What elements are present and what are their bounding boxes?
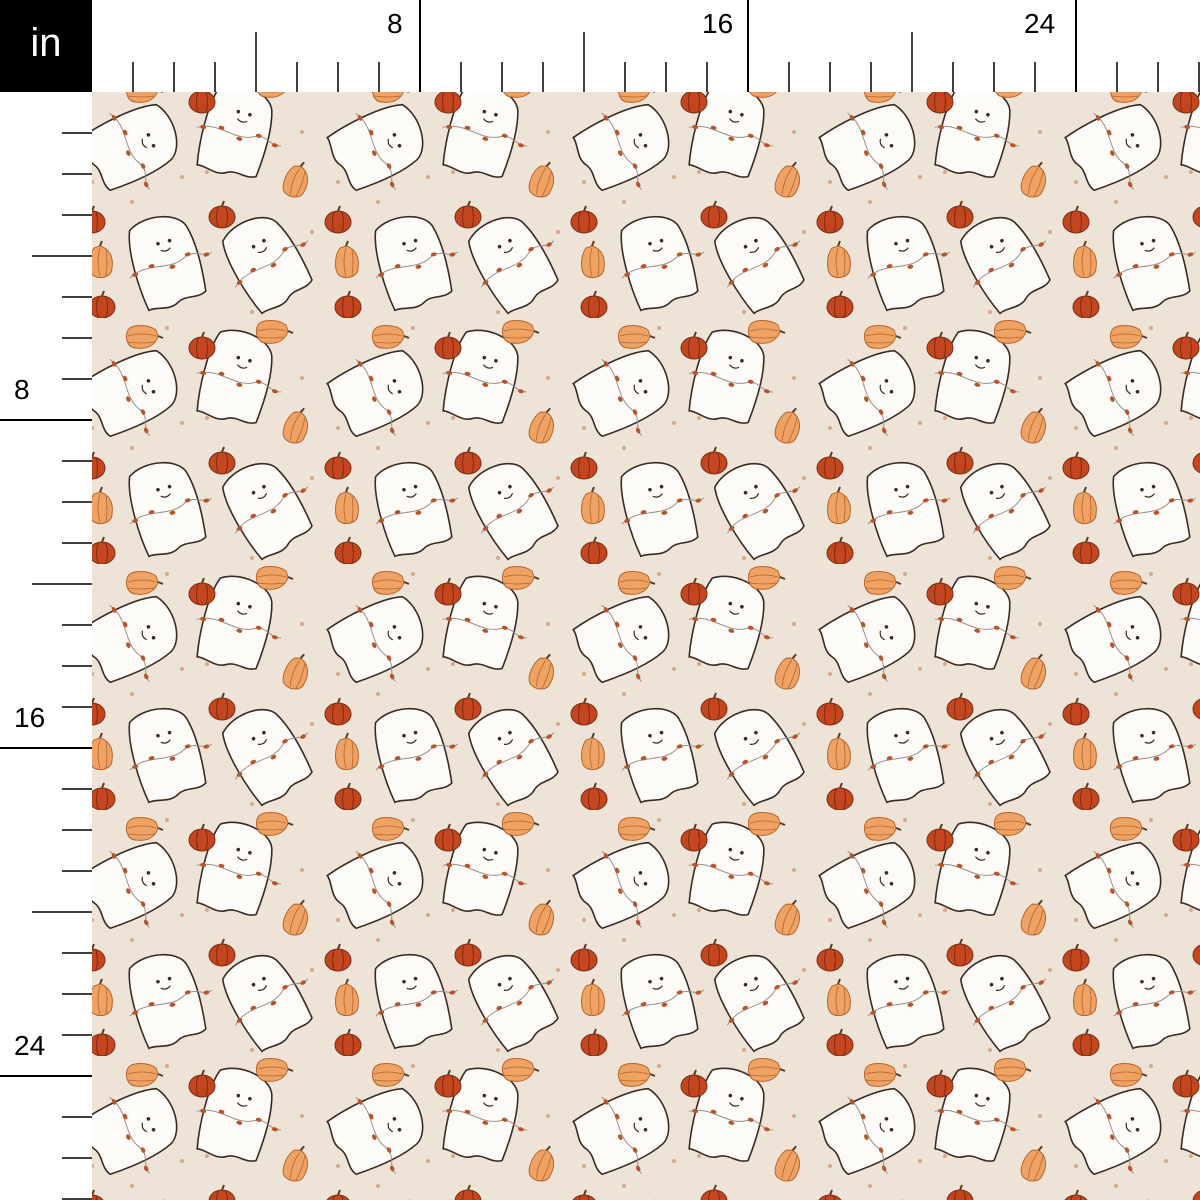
fabric-pattern [92, 92, 1200, 1200]
left-ruler-label-24: 24 [14, 1030, 46, 1061]
top-ruler-label-24: 24 [1024, 8, 1056, 39]
left-ruler: 8 16 24 [0, 92, 92, 1200]
top-ruler-label-8: 8 [387, 8, 403, 39]
left-ruler-label-16: 16 [14, 702, 46, 733]
unit-label: in [0, 0, 92, 92]
top-ruler-label-16: 16 [702, 8, 734, 39]
fabric-print-ghosts-pumpkins [92, 92, 1200, 1200]
top-ruler-ticks [132, 0, 1200, 92]
top-ruler: 8 16 24 [92, 0, 1200, 92]
left-ruler-ticks [0, 132, 92, 1200]
left-ruler-label-8: 8 [14, 374, 30, 405]
